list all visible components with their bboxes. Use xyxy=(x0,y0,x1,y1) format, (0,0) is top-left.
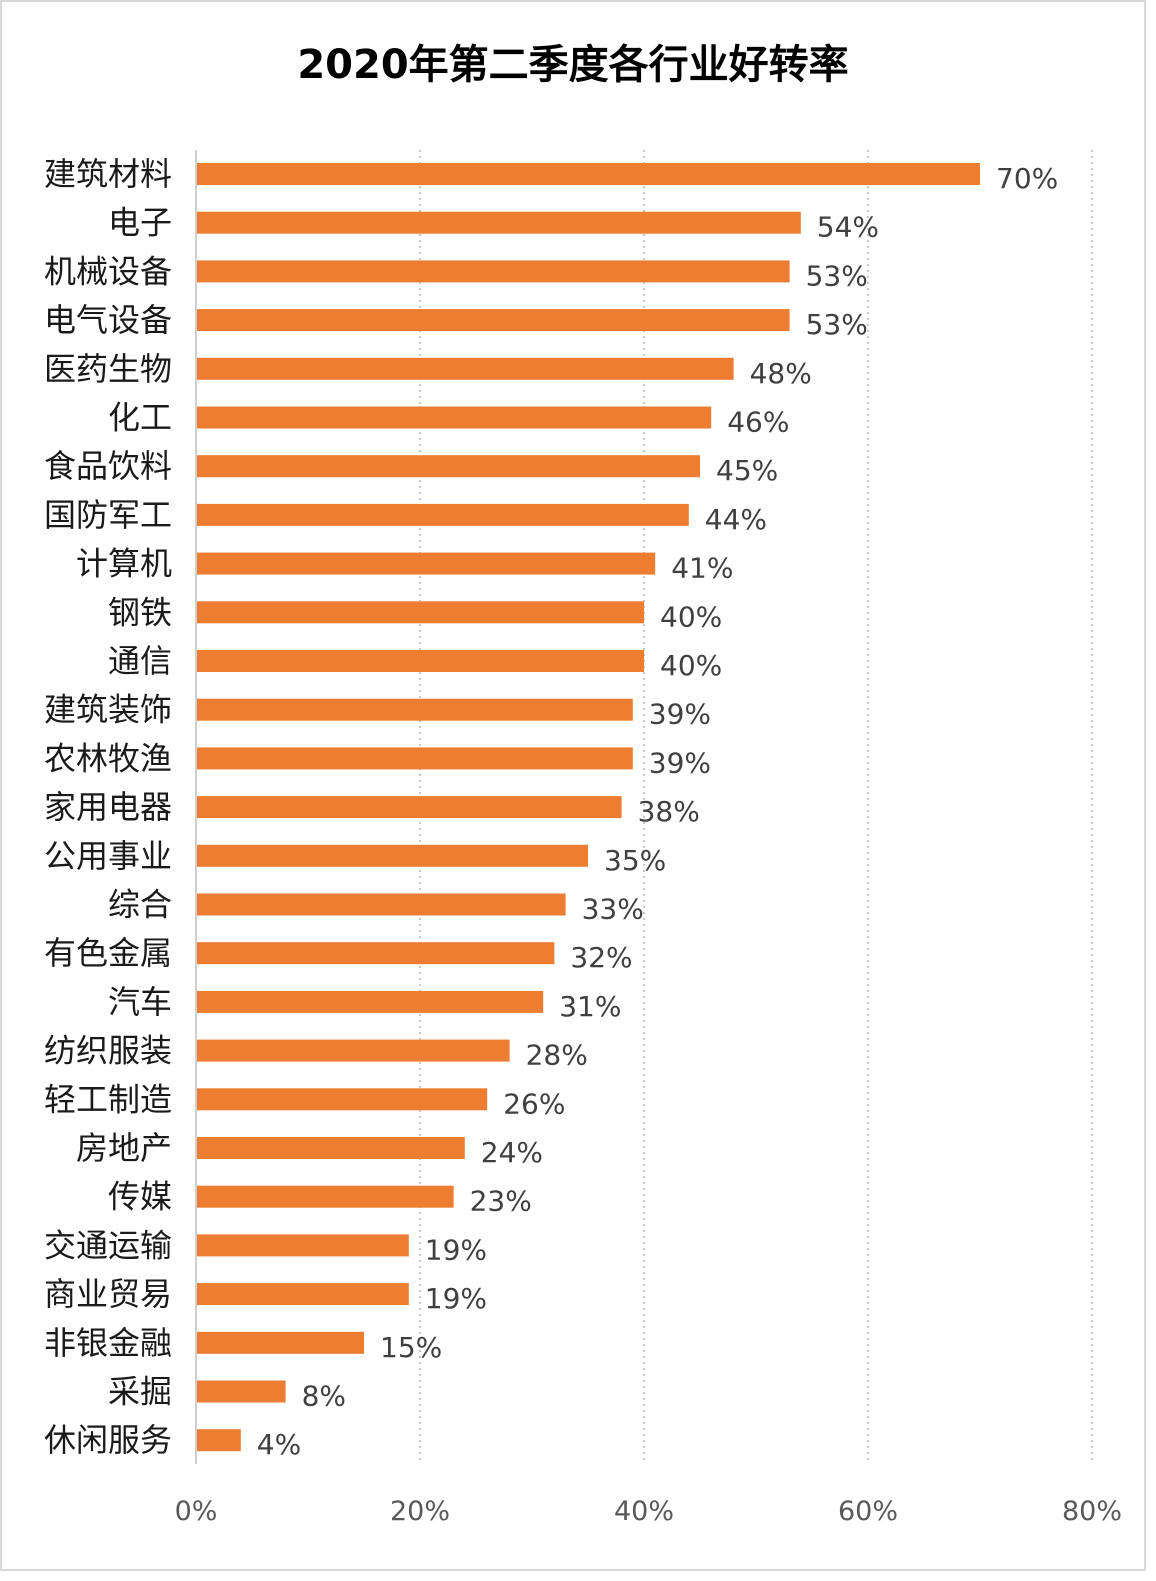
bar xyxy=(197,211,801,234)
bar xyxy=(197,650,644,672)
category-label: 电子 xyxy=(108,204,172,242)
data-label: 38% xyxy=(638,795,700,828)
category-label: 纺织服装 xyxy=(44,1032,172,1070)
category-label: 机械设备 xyxy=(44,252,172,290)
data-label: 45% xyxy=(716,454,778,487)
bar xyxy=(197,163,980,185)
data-label: 23% xyxy=(470,1185,532,1218)
category-label: 计算机 xyxy=(76,545,172,583)
bar xyxy=(197,1185,454,1208)
category-label: 农林牧渔 xyxy=(44,739,172,777)
bar xyxy=(197,309,790,332)
bar xyxy=(197,844,588,867)
data-label: 33% xyxy=(582,893,644,926)
bar xyxy=(197,1331,364,1354)
bar xyxy=(197,942,555,965)
data-label: 46% xyxy=(727,406,789,439)
bar xyxy=(197,1234,409,1257)
x-tick-label: 20% xyxy=(390,1496,450,1527)
x-tick-label: 80% xyxy=(1062,1496,1122,1527)
data-label: 4% xyxy=(257,1428,301,1461)
data-label: 8% xyxy=(302,1380,346,1413)
bar xyxy=(197,1039,510,1062)
data-label: 39% xyxy=(649,746,711,779)
category-label: 非银金融 xyxy=(44,1324,172,1362)
data-label: 15% xyxy=(380,1331,442,1364)
bar xyxy=(197,503,689,526)
category-label: 化工 xyxy=(108,399,172,437)
data-label: 28% xyxy=(526,1039,588,1072)
data-label: 44% xyxy=(705,503,767,536)
data-label: 39% xyxy=(649,698,711,731)
data-label: 48% xyxy=(750,357,812,390)
category-label: 建筑装饰 xyxy=(44,691,172,729)
category-label: 休闲服务 xyxy=(44,1421,172,1459)
data-label: 40% xyxy=(660,600,722,633)
chart-title: 2020年第二季度各行业好转率 xyxy=(297,42,849,88)
data-label: 31% xyxy=(559,990,621,1023)
category-label: 医药生物 xyxy=(44,350,172,388)
bar xyxy=(197,552,656,575)
data-label: 26% xyxy=(503,1087,565,1120)
x-tick-label: 60% xyxy=(838,1496,898,1527)
x-tick-label: 0% xyxy=(175,1496,218,1527)
data-label: 32% xyxy=(570,941,632,974)
data-label: 53% xyxy=(806,308,868,341)
data-label: 41% xyxy=(671,552,733,585)
category-label: 家用电器 xyxy=(44,788,172,826)
bar xyxy=(197,1380,286,1403)
bar xyxy=(197,1137,465,1159)
category-label: 交通运输 xyxy=(44,1226,172,1264)
data-label: 40% xyxy=(660,649,722,682)
category-label: 国防军工 xyxy=(44,496,172,534)
data-label: 70% xyxy=(996,162,1058,195)
bar xyxy=(197,1088,488,1111)
category-label: 建筑材料 xyxy=(44,155,172,193)
category-label: 轻工制造 xyxy=(44,1080,172,1118)
category-label: 公用事业 xyxy=(44,837,172,875)
category-label: 房地产 xyxy=(76,1129,172,1167)
category-label: 钢铁 xyxy=(108,593,172,631)
category-label: 电气设备 xyxy=(44,301,172,339)
bar xyxy=(197,601,644,624)
category-label: 综合 xyxy=(108,886,172,924)
bar xyxy=(197,893,566,916)
bar xyxy=(197,406,712,429)
category-label: 商业贸易 xyxy=(44,1275,172,1313)
bar-chart: 建筑材料 70% 电子 54% 机械设备 53% 电气设备 53% 医药生物 48% 化工 46% 食品… xyxy=(44,150,1122,1527)
data-label: 53% xyxy=(806,259,868,292)
bar xyxy=(197,357,734,380)
bar xyxy=(197,455,700,478)
category-label: 食品饮料 xyxy=(44,447,172,485)
bar xyxy=(197,747,633,770)
data-label: 35% xyxy=(604,844,666,877)
bar xyxy=(197,990,544,1013)
bar xyxy=(197,698,633,721)
data-label: 19% xyxy=(425,1233,487,1266)
category-label: 传媒 xyxy=(108,1178,172,1216)
data-label: 54% xyxy=(817,211,879,244)
category-label: 采掘 xyxy=(108,1373,172,1411)
category-label: 汽车 xyxy=(108,983,172,1021)
category-label: 有色金属 xyxy=(44,934,172,972)
bar xyxy=(197,260,790,283)
bar xyxy=(197,1429,241,1452)
bar xyxy=(197,796,622,819)
data-label: 19% xyxy=(425,1282,487,1315)
data-label: 24% xyxy=(481,1136,543,1169)
x-tick-label: 40% xyxy=(614,1496,674,1527)
category-label: 通信 xyxy=(108,642,172,680)
bar xyxy=(197,1283,409,1306)
